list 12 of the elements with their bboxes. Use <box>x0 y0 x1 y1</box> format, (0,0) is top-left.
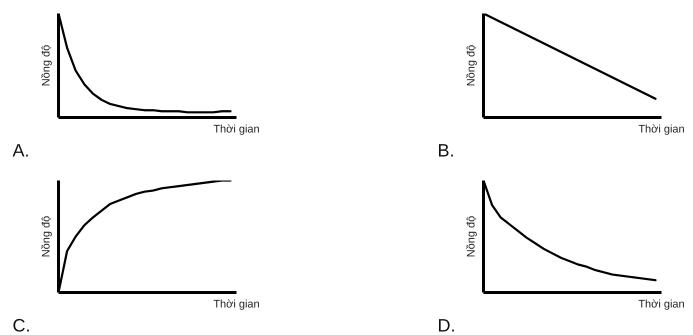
y-axis-title: Nồng độ <box>466 44 478 86</box>
y-axis-title: Nồng độ <box>40 44 52 86</box>
y-axis-title: Nồng độ <box>466 216 478 258</box>
text: A. <box>12 140 30 160</box>
text: B. <box>438 140 455 160</box>
x-axis-title: Thời gian <box>638 298 685 310</box>
x-axis-title: Thời gian <box>213 298 260 310</box>
x-axis-title: Thời gian <box>638 124 685 136</box>
text: D. <box>438 316 456 335</box>
text: C. <box>12 316 30 335</box>
x-axis-title: Thời gian <box>213 124 260 136</box>
y-axis-title: Nồng độ <box>40 216 52 258</box>
